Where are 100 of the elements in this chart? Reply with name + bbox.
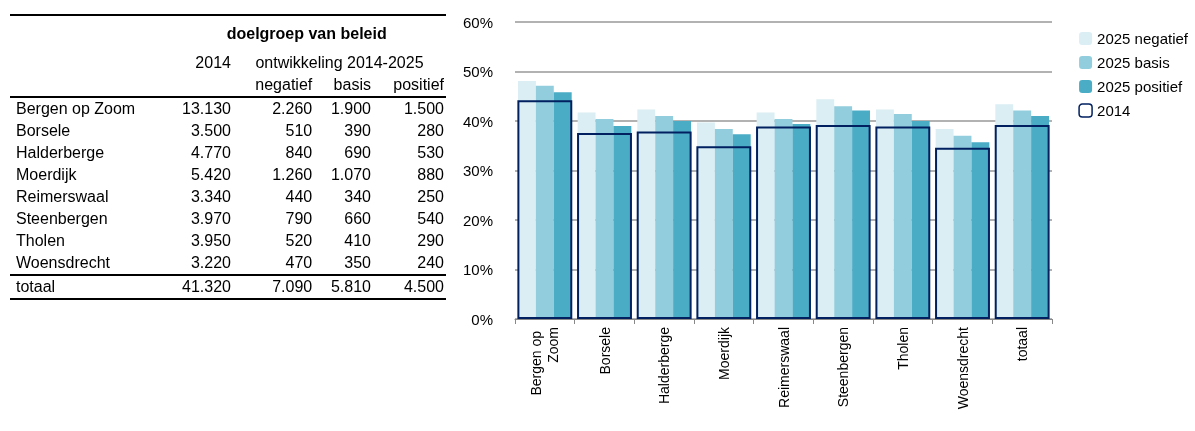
category-label: basis bbox=[332, 75, 372, 95]
bar bbox=[792, 123, 811, 319]
bar bbox=[1031, 116, 1050, 319]
category-label: Bergen op Zoom bbox=[16, 100, 136, 117]
y-tick-label: 40% bbox=[462, 112, 493, 130]
text: 3.950 bbox=[190, 232, 231, 249]
bar bbox=[517, 100, 573, 319]
category-label: 2014 bbox=[194, 53, 232, 73]
text: 880 bbox=[417, 166, 444, 183]
x-tick-label: Halderberge bbox=[656, 326, 673, 405]
text: 790 bbox=[285, 210, 313, 227]
category-label: negatief bbox=[254, 75, 314, 95]
y-tick-label: 20% bbox=[462, 211, 493, 229]
text: 3.970 bbox=[190, 210, 231, 227]
bar bbox=[595, 119, 614, 319]
x-tick-label: Bergen op Zoom bbox=[528, 327, 562, 396]
bar bbox=[696, 146, 752, 319]
bar bbox=[834, 106, 853, 319]
bar bbox=[613, 125, 632, 319]
bar bbox=[774, 119, 793, 319]
text: 7.090 bbox=[272, 278, 313, 295]
text: 840 bbox=[285, 144, 313, 161]
text: 13.130 bbox=[182, 100, 231, 117]
bar bbox=[935, 147, 990, 319]
text: 5.420 bbox=[190, 166, 231, 183]
text: 3.340 bbox=[190, 188, 231, 205]
text: 3.500 bbox=[190, 122, 231, 139]
text: 250 bbox=[417, 188, 444, 205]
text: 41.320 bbox=[182, 278, 231, 295]
text: 4.500 bbox=[403, 278, 444, 295]
category-label: totaal bbox=[16, 278, 56, 295]
x-tick-label: Reimerswaal bbox=[775, 327, 792, 408]
legend-label: 2025 basis bbox=[1097, 54, 1170, 71]
x-tick-label: Borsele bbox=[596, 326, 613, 375]
bar bbox=[875, 109, 894, 319]
bar bbox=[577, 112, 596, 319]
text: 280 bbox=[417, 122, 444, 139]
bar bbox=[893, 114, 912, 319]
category-label: Borsele bbox=[16, 122, 71, 139]
bar bbox=[935, 128, 954, 319]
y-tick-label: 50% bbox=[462, 63, 493, 80]
text: 350 bbox=[344, 254, 371, 271]
legend-label: 2025 negatief bbox=[1097, 30, 1189, 47]
bar bbox=[852, 110, 871, 319]
bar bbox=[655, 116, 674, 319]
bar bbox=[994, 124, 1050, 319]
legend-label: 2014 bbox=[1097, 102, 1131, 119]
text: 340 bbox=[344, 188, 371, 205]
text: 5.810 bbox=[330, 278, 371, 295]
text: 660 bbox=[344, 210, 371, 227]
text: 240 bbox=[417, 254, 444, 271]
text: 520 bbox=[285, 232, 313, 249]
category-label: Halderberge bbox=[16, 144, 105, 161]
text: 510 bbox=[285, 122, 313, 139]
text: 1.260 bbox=[272, 166, 313, 183]
x-tick-label: Steenbergen bbox=[835, 327, 852, 408]
text: 1.070 bbox=[330, 166, 371, 183]
text: 3.220 bbox=[190, 254, 231, 271]
category-label: Reimerswaal bbox=[16, 188, 109, 205]
bar bbox=[577, 132, 632, 319]
text: 4.770 bbox=[190, 144, 231, 161]
text: 530 bbox=[417, 144, 444, 161]
bar bbox=[756, 112, 775, 319]
bar bbox=[673, 121, 692, 319]
bar bbox=[971, 142, 990, 319]
category-label: Tholen bbox=[16, 232, 65, 249]
text: 390 bbox=[344, 122, 371, 139]
category-label: Moerdijk bbox=[16, 166, 77, 183]
text: 290 bbox=[417, 232, 444, 249]
x-tick-label: Moerdijk bbox=[715, 326, 732, 380]
text: 540 bbox=[417, 210, 444, 227]
bar bbox=[875, 126, 931, 319]
bar bbox=[953, 135, 972, 319]
category-label: positief bbox=[392, 75, 445, 95]
text: 1.900 bbox=[330, 100, 371, 117]
bar bbox=[756, 126, 811, 319]
legend-label: 2025 positief bbox=[1097, 78, 1183, 95]
text: 410 bbox=[344, 232, 371, 249]
bar bbox=[815, 124, 871, 319]
bar bbox=[696, 122, 715, 319]
bar bbox=[1013, 110, 1032, 319]
bar bbox=[636, 131, 692, 319]
category-label: Steenbergen bbox=[16, 210, 108, 227]
category-label: Woensdrecht bbox=[16, 254, 110, 271]
x-tick-label: Tholen bbox=[894, 327, 911, 370]
bar bbox=[517, 80, 536, 319]
text: doelgroep van beleid bbox=[225, 24, 388, 44]
text: ontwikkeling 2014-2025 bbox=[254, 53, 425, 73]
text: 440 bbox=[285, 188, 313, 205]
y-tick-label: 60% bbox=[462, 13, 493, 31]
x-tick-label: totaal bbox=[1014, 327, 1031, 362]
bar bbox=[535, 85, 554, 319]
text: 690 bbox=[344, 144, 371, 161]
x-tick-label: Woensdrecht bbox=[954, 326, 971, 410]
text: 2.260 bbox=[272, 100, 313, 117]
y-tick-label: 30% bbox=[462, 162, 493, 179]
text: 470 bbox=[285, 254, 313, 271]
bar bbox=[714, 128, 733, 319]
y-tick-label: 0% bbox=[471, 310, 493, 328]
text: 1.500 bbox=[403, 100, 444, 117]
